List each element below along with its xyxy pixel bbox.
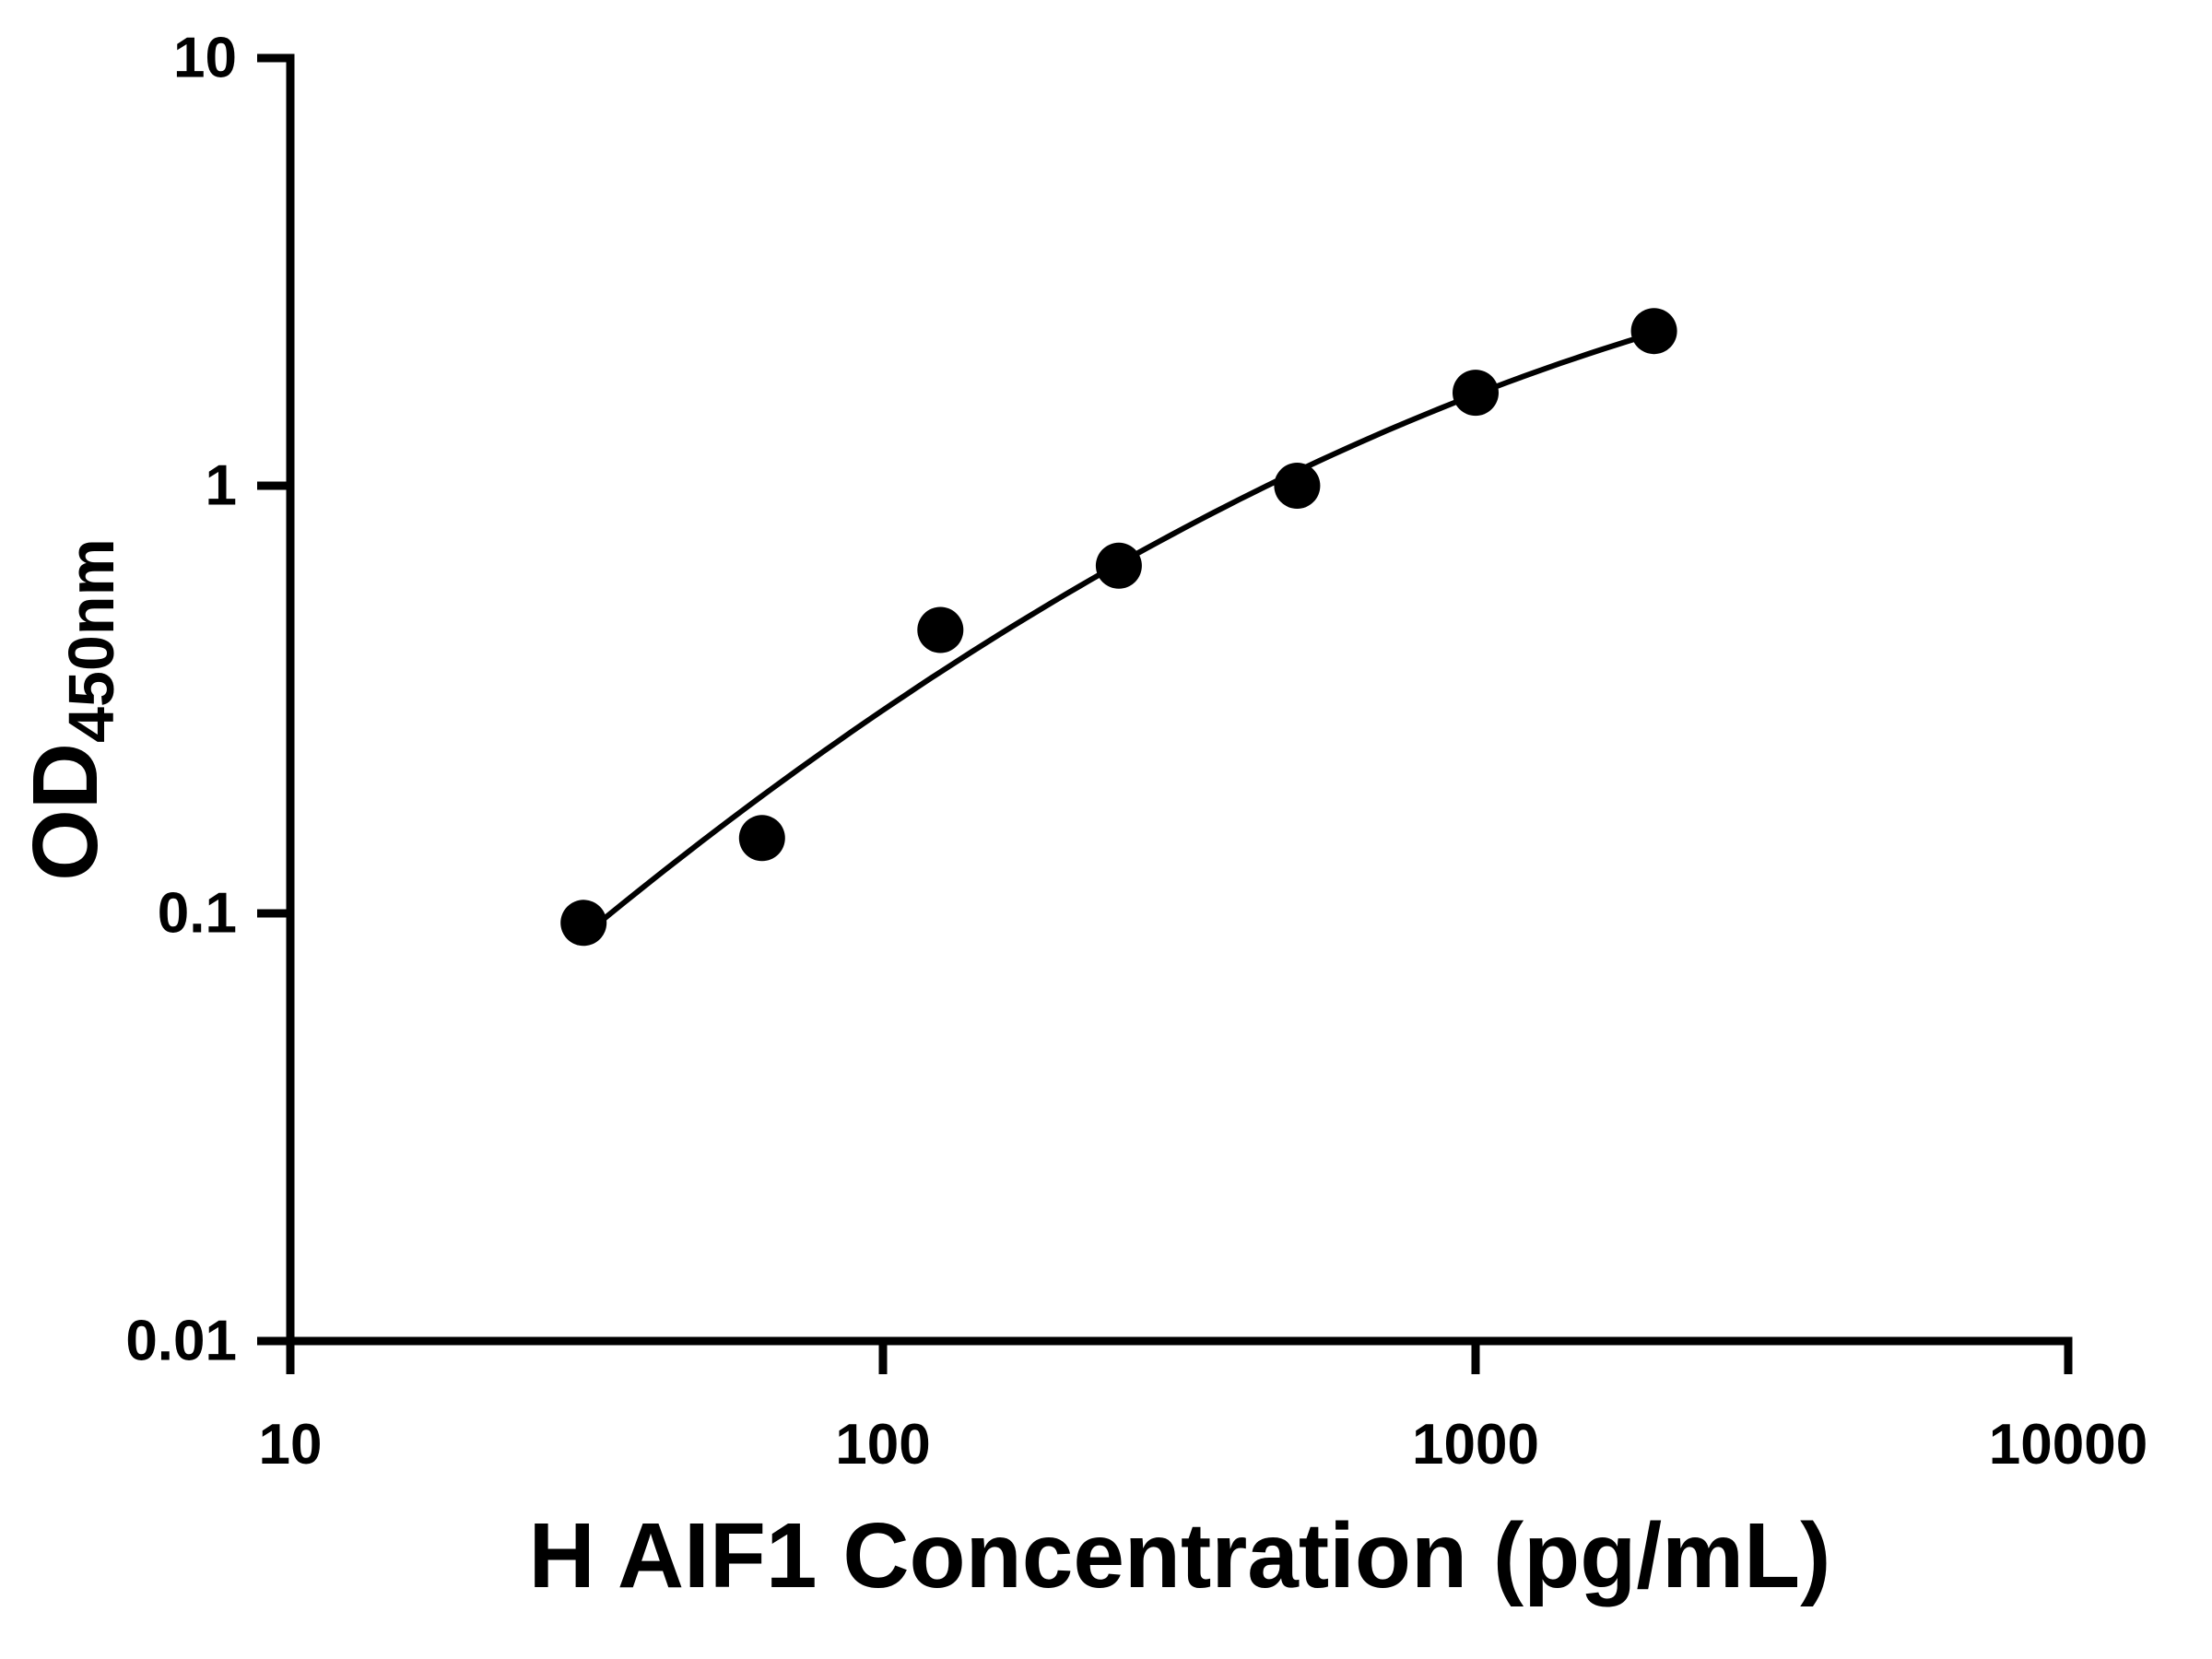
y-tick-label: 0.1 bbox=[158, 882, 237, 946]
data-point bbox=[1453, 370, 1499, 417]
y-tick-label: 0.01 bbox=[125, 1310, 237, 1373]
data-point bbox=[1630, 308, 1677, 355]
data-point bbox=[917, 606, 964, 653]
tick-labels-layer: 10 100 1000 10000 0.01 0.1 1 10 bbox=[125, 27, 2147, 1477]
x-axis-title: H AIF1 Concentration (pg/mL) bbox=[529, 1504, 1831, 1607]
y-tick-label: 10 bbox=[173, 27, 237, 90]
x-tick-label: 10000 bbox=[1989, 1413, 2147, 1477]
axis-spines bbox=[286, 53, 2073, 1346]
y-tick-label: 1 bbox=[206, 454, 237, 518]
y-axis-title: OD450nm bbox=[14, 538, 127, 881]
y-axis-title-subscript: 450nm bbox=[55, 538, 127, 743]
x-tick-label: 100 bbox=[835, 1413, 930, 1477]
x-tick-label: 10 bbox=[259, 1413, 323, 1477]
data-point bbox=[560, 900, 607, 947]
data-point bbox=[1095, 542, 1142, 589]
x-tick-label: 1000 bbox=[1412, 1413, 1539, 1477]
data-point bbox=[738, 815, 785, 862]
tick-marks-layer bbox=[257, 53, 2073, 1374]
series-layer bbox=[560, 308, 1677, 947]
data-point bbox=[1274, 463, 1321, 509]
y-axis-title-main: OD bbox=[14, 743, 117, 881]
